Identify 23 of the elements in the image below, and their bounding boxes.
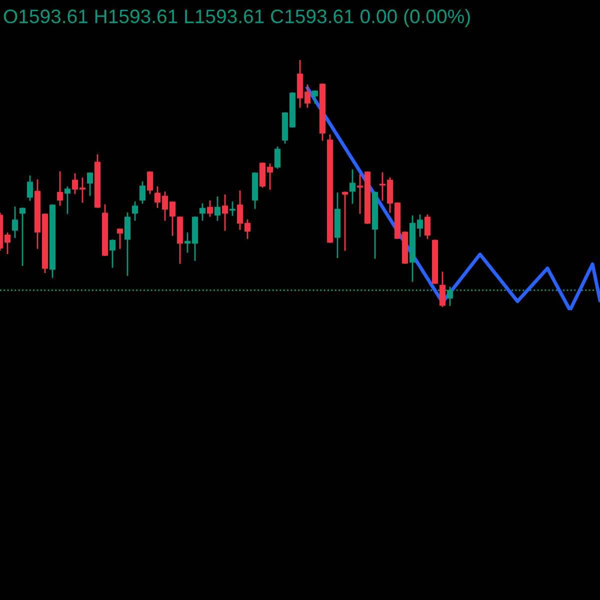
candlestick <box>214 196 221 221</box>
candlestick <box>146 171 154 194</box>
candlestick <box>12 206 18 238</box>
candlestick <box>206 200 214 217</box>
candlestick <box>132 201 138 221</box>
candlestick <box>139 181 146 204</box>
candlestick <box>124 212 131 276</box>
candlestick <box>312 90 318 104</box>
candlestick <box>199 203 206 221</box>
candlestick <box>349 169 356 204</box>
candlestick <box>56 171 64 206</box>
candlestick <box>222 194 228 231</box>
candlestick <box>439 272 446 307</box>
candlestick <box>274 146 281 169</box>
candlestick <box>342 192 348 251</box>
candlestick <box>109 240 116 268</box>
candlestick <box>116 228 124 249</box>
candlestick <box>64 186 71 214</box>
candlestick <box>424 214 431 239</box>
candlestick <box>19 208 26 266</box>
candlestick <box>26 176 34 201</box>
candlestick <box>86 172 94 196</box>
chart-title: O1593.61 H1593.61 L1593.61 C1593.61 0.00 (0.00%) <box>4 9 470 28</box>
